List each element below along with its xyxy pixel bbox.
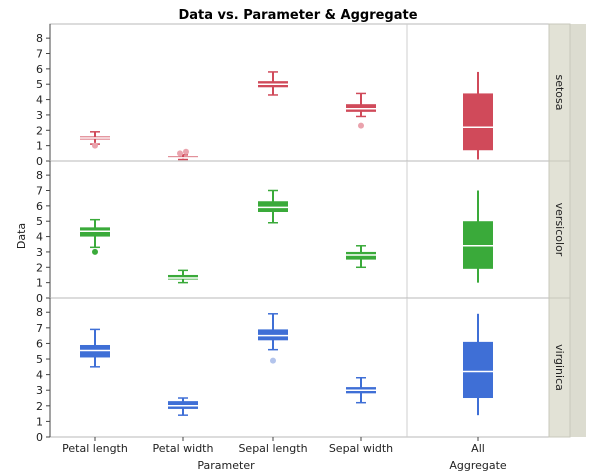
box-setosa-sepal-length [258,71,288,96]
box-body [346,104,376,112]
box-versicolor-petal-length [80,218,110,255]
y-tick-label: 1 [36,277,43,290]
y-tick-label: 0 [36,292,43,305]
box-body [346,251,376,260]
y-tick-label: 5 [36,78,43,91]
x-tick-label: Petal length [62,442,128,455]
facet-strip-virginica [548,297,571,438]
x-tick-label: Sepal length [238,442,307,455]
box-setosa-petal-length [80,131,110,149]
y-tick-label: 5 [36,353,43,366]
facet-label-versicolor: versicolor [553,203,566,257]
chart-title: Data vs. Parameter & Aggregate [178,8,417,23]
x-tick-label: Petal width [153,442,214,455]
box-versicolor-sepal-width [346,245,376,269]
y-tick-label: 4 [36,231,43,244]
y-tick-label: 6 [36,63,43,76]
y-tick-label: 0 [36,431,43,444]
y-tick-label: 7 [36,322,43,335]
y-tick-label: 0 [36,155,43,168]
box-body [463,221,493,269]
outlier-point [358,122,364,129]
outlier-point [92,248,98,255]
outlier-point [270,357,276,364]
box-body [463,341,493,399]
outlier-point [183,148,189,155]
y-tick-label: 8 [36,169,43,182]
y-tick-label: 2 [36,261,43,274]
box-virginica-sepal-width [346,376,376,404]
y-tick-label: 3 [36,109,43,122]
box-body [80,227,110,237]
box-body [80,344,110,358]
box-virginica-petal-width [168,397,198,416]
y-tick-label: 3 [36,384,43,397]
facet-label-setosa: setosa [553,74,566,110]
outlier-point [92,142,98,149]
facet-title-strip [570,24,586,437]
y-tick-label: 4 [36,369,43,382]
box-virginica-sepal-length [258,313,288,364]
box-body [258,201,288,212]
y-tick-label: 8 [36,32,43,45]
y-tick-label: 7 [36,48,43,61]
y-axis-title: Data [15,223,28,249]
y-tick-label: 1 [36,140,43,153]
box-body [168,274,198,280]
y-tick-label: 8 [36,306,43,319]
box-setosa-sepal-width [346,92,376,129]
y-tick-label: 6 [36,337,43,350]
y-tick-label: 5 [36,215,43,228]
y-tick-label: 3 [36,246,43,259]
y-tick-label: 2 [36,124,43,137]
x-tick-label: Sepal width [329,442,393,455]
box-virginica-petal-length [80,328,110,368]
outlier-point [177,150,183,157]
box-setosa-petal-width [168,148,198,161]
plot-area: setosa 0 1 2 3 4 5 6 7 8 versicolor 0 1 2 3 4 5 6 7 8 virgin… [36,23,586,455]
box-body [258,329,288,341]
box-versicolor-petal-width [168,269,198,284]
box-versicolor-all [463,190,493,283]
box-body [463,93,493,151]
y-tick-label: 6 [36,200,43,213]
box-versicolor-sepal-length [258,189,288,224]
aggregate-axis-title: Aggregate [449,459,507,472]
box-virginica-all [463,313,493,416]
y-tick-label: 7 [36,185,43,198]
y-tick-label: 1 [36,415,43,428]
x-axis-title: Parameter [197,459,255,472]
facet-label-virginica: virginica [553,344,566,391]
y-tick-label: 4 [36,94,43,107]
box-body [168,401,198,409]
x-tick-label-aggregate: All [471,442,485,455]
box-setosa-all [463,71,493,160]
y-tick-label: 2 [36,400,43,413]
